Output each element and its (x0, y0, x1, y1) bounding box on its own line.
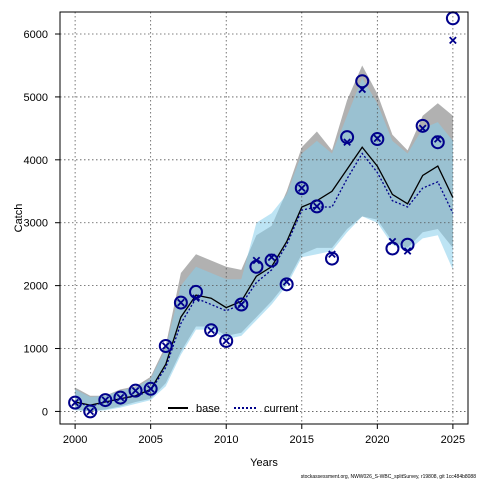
observed-point-2000 (68, 395, 83, 410)
y-tick-label-6000: 6000 (24, 29, 48, 41)
confidence-bands (75, 65, 453, 412)
predicted-point-2004 (131, 386, 140, 395)
predicted-point-2025 (449, 36, 457, 45)
predicted-point-2014 (282, 278, 291, 286)
y-axis: 0 1000 2000 3000 4000 5000 6000 (24, 29, 60, 418)
predicted-point-2011 (237, 300, 246, 309)
observed-point-2001 (83, 404, 98, 419)
x-tick-label-2015: 2015 (290, 434, 314, 446)
observed-point-2023 (415, 118, 430, 133)
predicted-point-2002 (101, 396, 110, 404)
observed-point-2025 (445, 11, 460, 26)
predicted-point-2008 (192, 294, 200, 303)
y-tick-label-2000: 2000 (24, 281, 48, 293)
legend: base current (168, 403, 298, 415)
footer-note: stockassessment.org, NWW026_S-WBC_splitS… (301, 474, 476, 480)
y-tick-label-3000: 3000 (24, 218, 48, 230)
x-tick-label-2020: 2020 (365, 434, 389, 446)
observed-point-2013 (264, 253, 279, 268)
predicted-point-2006 (161, 342, 170, 350)
observed-point-2019 (355, 74, 370, 89)
predicted-point-2016 (313, 202, 321, 211)
predicted-point-2017 (328, 250, 336, 259)
predicted-point-2022 (403, 247, 412, 255)
predicted-point-2023 (418, 124, 427, 133)
x-axis: 2000 2005 2010 2015 2020 2025 (63, 424, 465, 446)
observed-point-2006 (158, 339, 173, 354)
x-axis-title: Years (250, 457, 278, 469)
predicted-point-2013 (267, 253, 276, 262)
observed-point-2010 (219, 333, 234, 348)
plot-frame (59, 11, 469, 425)
predicted-point-2019 (358, 85, 367, 94)
predicted-point-2003 (116, 393, 125, 402)
line-base (74, 146, 454, 406)
observed-point-2002 (98, 393, 113, 408)
y-tick-label-5000: 5000 (24, 92, 48, 104)
observed-point-2009 (204, 323, 219, 338)
observed-point-2024 (430, 135, 445, 150)
observed-point-2017 (325, 251, 339, 266)
predicted-point-2005 (146, 384, 155, 393)
x-tick-label-2025: 2025 (441, 434, 465, 446)
y-tick-label-0: 0 (42, 406, 48, 418)
predicted-point-2012 (252, 256, 261, 265)
predicted-point-2020 (373, 134, 382, 143)
predicted-point-2000 (71, 398, 79, 407)
observed-point-2005 (143, 381, 158, 396)
observed-point-2020 (370, 132, 385, 147)
observed-point-2016 (309, 199, 324, 214)
y-tick-label-1000: 1000 (24, 344, 48, 356)
predicted-point-2009 (207, 326, 215, 335)
x-tick-label-2005: 2005 (138, 434, 162, 446)
legend-label-base: base (196, 403, 220, 415)
predicted-point-2021 (388, 237, 397, 246)
band-current (75, 78, 453, 412)
observed-point-2011 (234, 297, 249, 312)
observed-point-2014 (279, 277, 294, 292)
x-tick-label-2000: 2000 (63, 434, 87, 446)
y-tick-label-4000: 4000 (24, 155, 48, 167)
predicted-point-2010 (222, 337, 231, 345)
predicted-point-2001 (86, 407, 95, 416)
legend-label-current: current (264, 403, 298, 415)
x-tick-label-2010: 2010 (214, 434, 238, 446)
grid-lines (60, 12, 468, 424)
predicted-point-2018 (343, 138, 351, 147)
observed-point-2015 (294, 181, 309, 196)
observed-point-2004 (128, 383, 143, 398)
observed-point-2003 (113, 390, 128, 405)
data-points (68, 11, 460, 419)
observed-point-2007 (173, 295, 188, 310)
predicted-point-2007 (177, 298, 185, 307)
y-axis-title: Catch (13, 204, 25, 233)
predicted-point-2015 (297, 184, 306, 192)
predicted-point-2024 (433, 135, 442, 143)
